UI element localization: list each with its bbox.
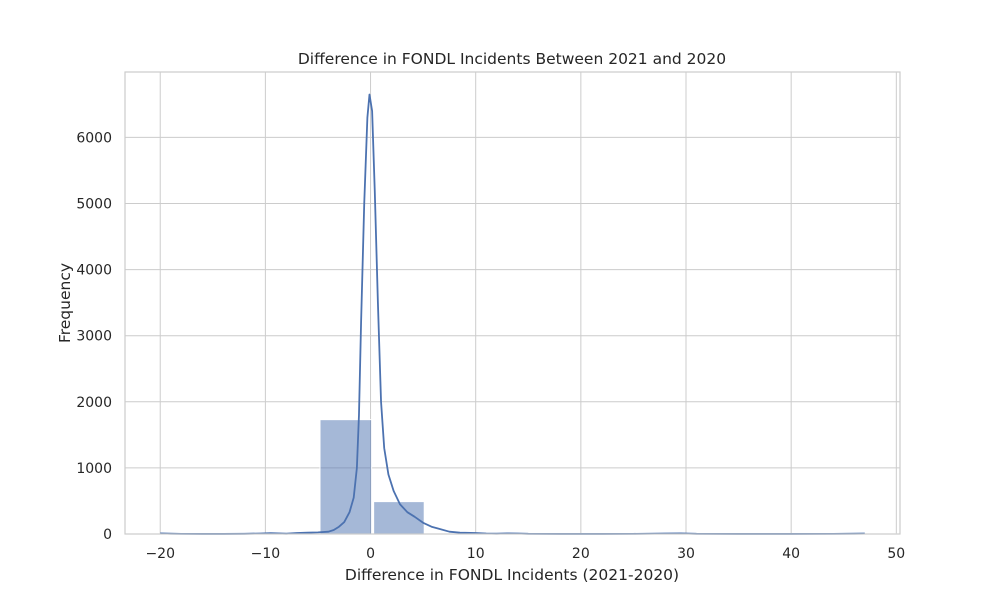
- x-tick-label: 30: [677, 546, 695, 562]
- y-tick-labels: 0 1000 2000 3000 4000 5000 6000: [76, 130, 112, 543]
- y-tick-label: 3000: [76, 329, 112, 345]
- x-tick-label: 10: [467, 546, 485, 562]
- x-tick-labels: −20 −10 0 10 20 30 40 50: [145, 546, 905, 562]
- y-tick-label: 0: [103, 527, 112, 543]
- y-tick-label: 4000: [76, 263, 112, 279]
- y-tick-label: 1000: [76, 461, 112, 477]
- chart-title: Difference in FONDL Incidents Between 20…: [298, 50, 726, 68]
- y-axis-label: Frequency: [56, 263, 74, 343]
- x-tick-label: 50: [887, 546, 905, 562]
- histogram-bar: [320, 420, 372, 534]
- plot-frame: [125, 72, 900, 534]
- x-tick-label: −10: [251, 546, 281, 562]
- y-tick-label: 2000: [76, 395, 112, 411]
- x-tick-label: −20: [145, 546, 175, 562]
- x-tick-label: 40: [782, 546, 800, 562]
- y-tick-label: 5000: [76, 197, 112, 213]
- x-axis-label: Difference in FONDL Incidents (2021-2020…: [345, 566, 679, 584]
- x-tick-label: 0: [366, 546, 375, 562]
- grid-layer: [125, 72, 900, 534]
- y-tick-label: 6000: [76, 130, 112, 146]
- x-tick-label: 20: [572, 546, 590, 562]
